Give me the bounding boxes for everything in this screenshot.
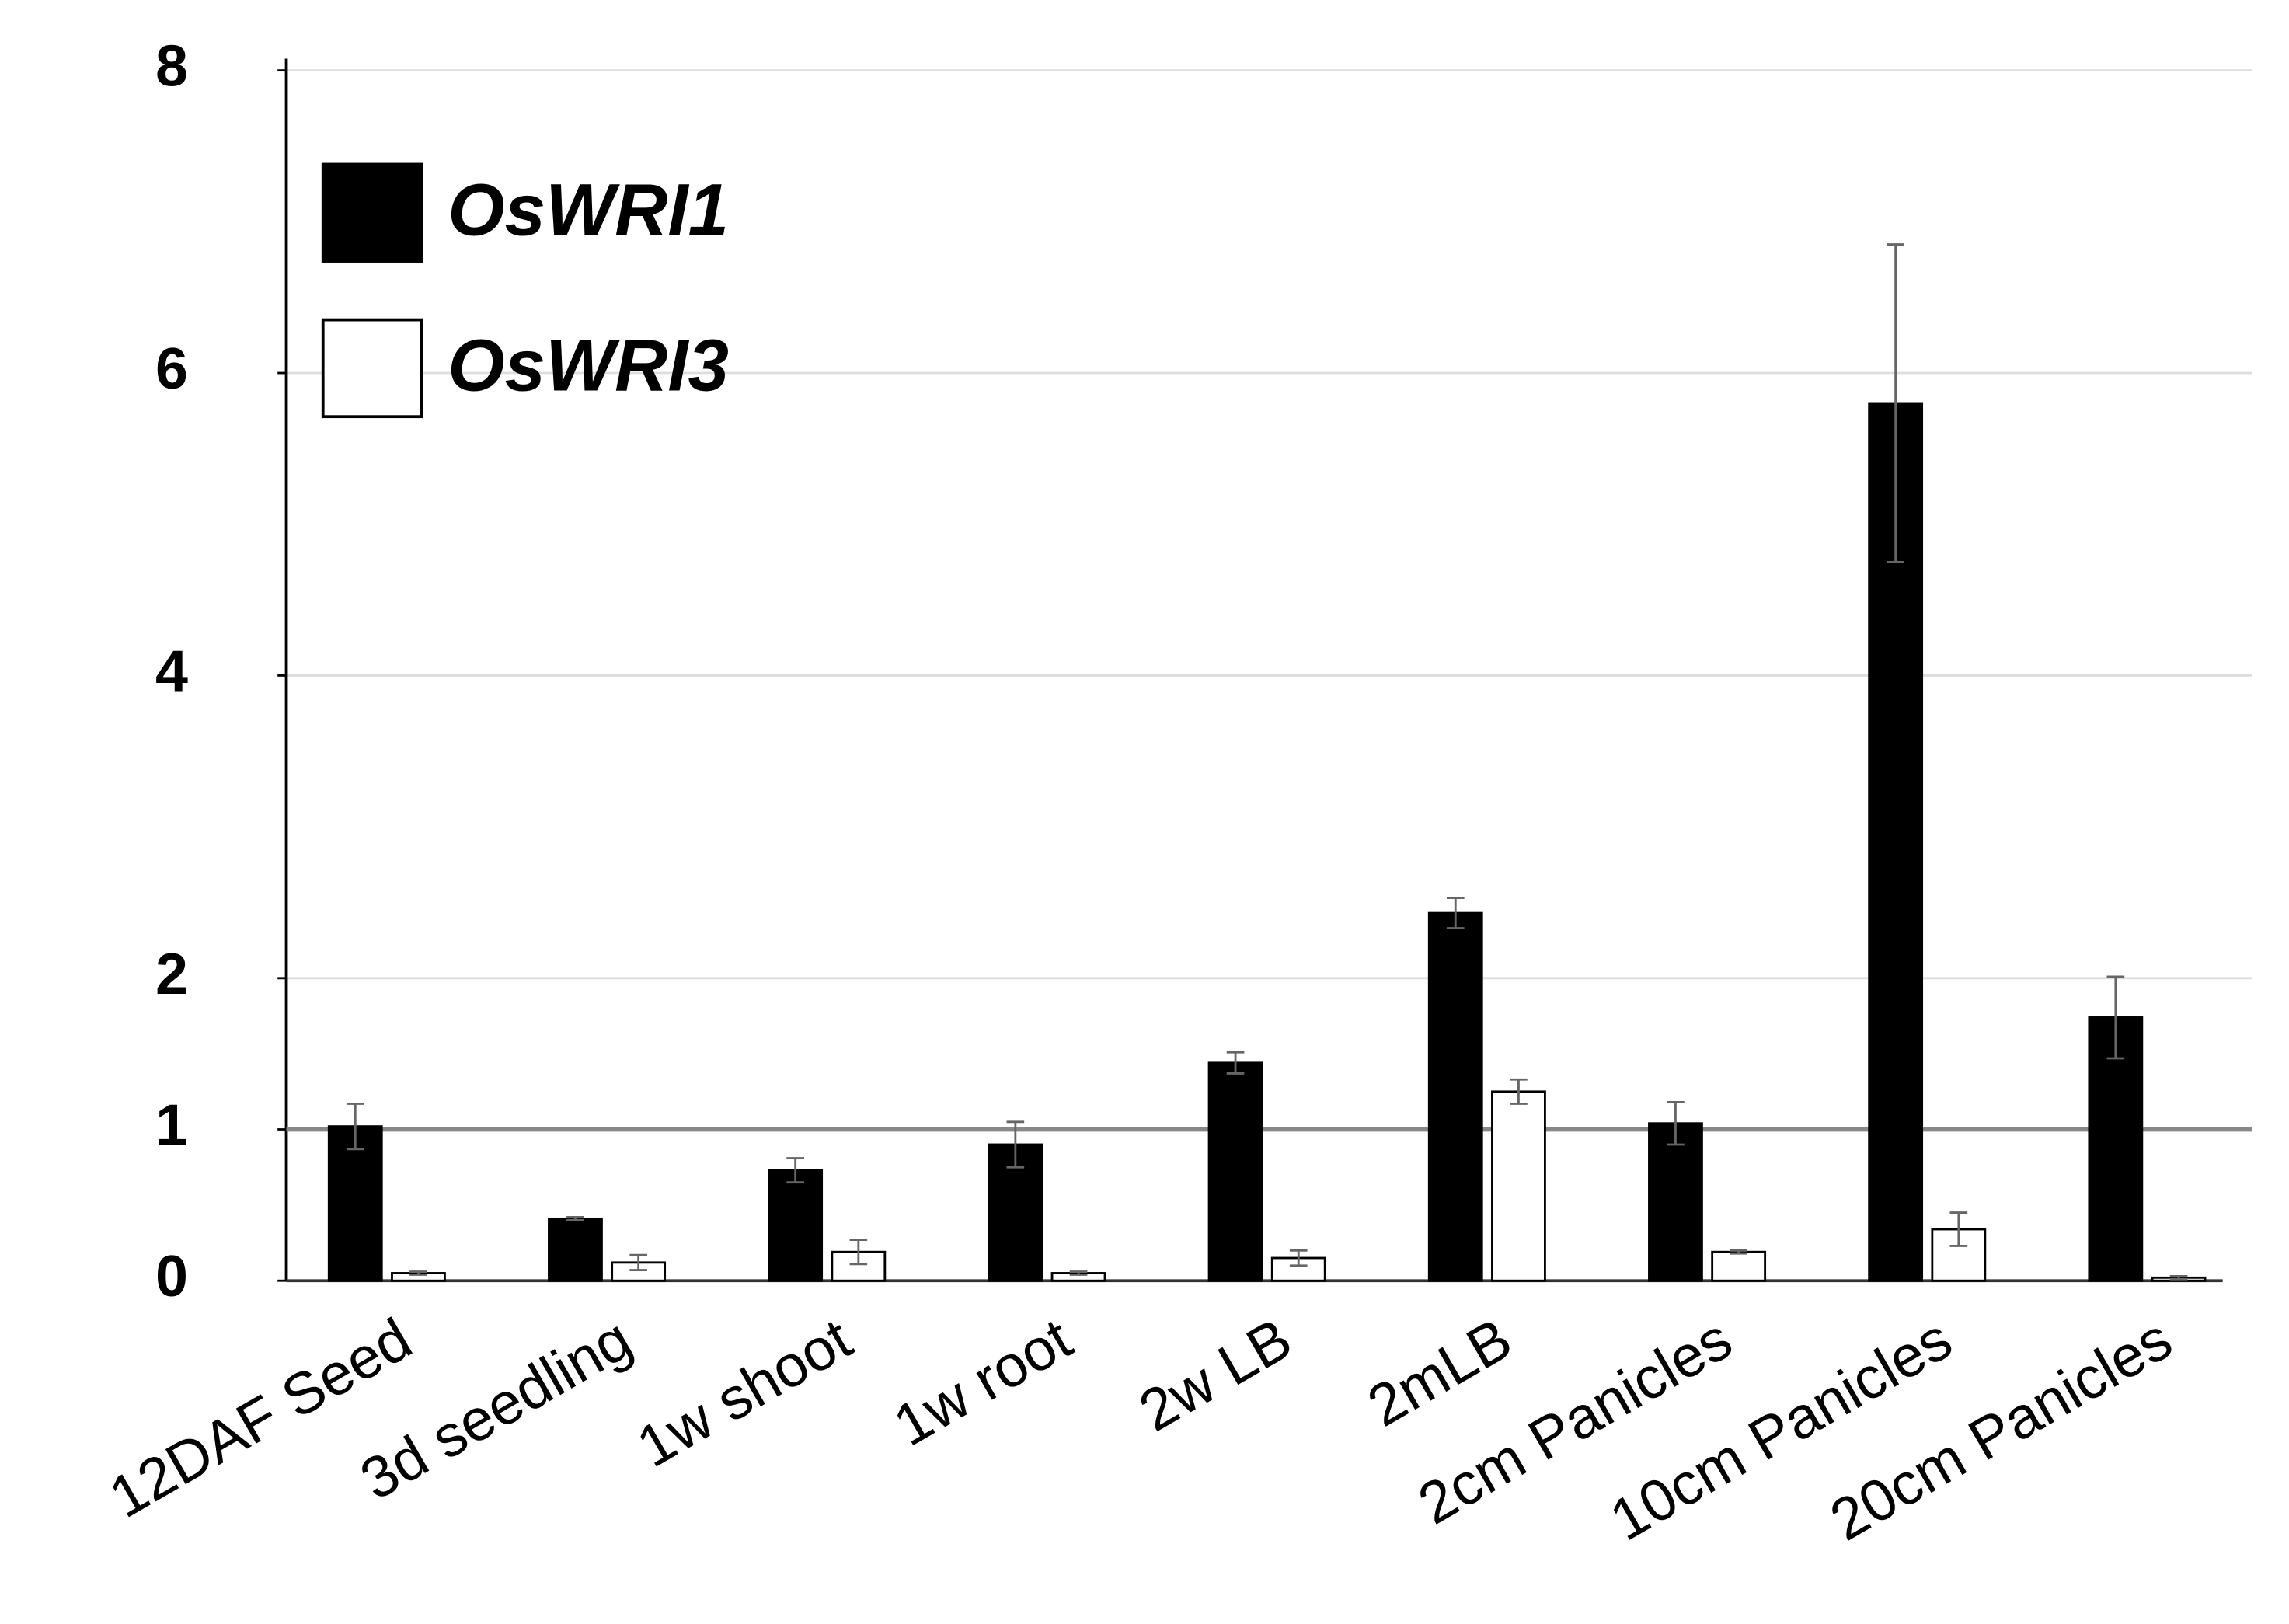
legend-label: OsWRI1 bbox=[448, 169, 729, 251]
y-tick-label: 4 bbox=[155, 639, 188, 704]
error-bar bbox=[1289, 1249, 1308, 1267]
bar bbox=[768, 1169, 824, 1282]
bar bbox=[1207, 1061, 1263, 1282]
bar bbox=[1648, 1122, 1703, 1282]
error-bar bbox=[1446, 897, 1465, 929]
error-bar bbox=[1510, 1078, 1528, 1105]
error-bar bbox=[566, 1216, 584, 1221]
bar bbox=[327, 1125, 383, 1282]
error-bar bbox=[1226, 1051, 1245, 1075]
error-bar bbox=[346, 1102, 364, 1151]
bar bbox=[1427, 911, 1483, 1282]
error-bar bbox=[786, 1157, 804, 1184]
error-bar bbox=[1667, 1101, 1685, 1146]
legend-label: OsWRI3 bbox=[448, 326, 729, 407]
bar bbox=[1491, 1090, 1546, 1282]
error-bar bbox=[629, 1253, 647, 1271]
error-bar bbox=[1730, 1249, 1747, 1255]
error-bar bbox=[849, 1239, 868, 1266]
legend-swatch bbox=[321, 318, 423, 419]
error-bar bbox=[409, 1270, 427, 1276]
error-bar bbox=[2106, 975, 2125, 1060]
error-bar bbox=[1887, 243, 1904, 563]
x-tick-label: 1w root bbox=[883, 1306, 1082, 1459]
y-tick-label: 8 bbox=[155, 34, 188, 99]
bar bbox=[1711, 1250, 1767, 1282]
bar bbox=[2088, 1016, 2144, 1282]
y-tick-label: 1 bbox=[155, 1093, 188, 1158]
legend-swatch bbox=[321, 162, 423, 263]
error-bar bbox=[1949, 1211, 1968, 1247]
error-bar bbox=[2169, 1274, 2188, 1281]
x-tick-label: 2mLB bbox=[1357, 1306, 1523, 1439]
y-tick-label: 2 bbox=[155, 942, 188, 1007]
x-tick-label: 2w LB bbox=[1129, 1306, 1303, 1445]
y-tick-label: 6 bbox=[155, 336, 188, 402]
y-tick-label: 0 bbox=[155, 1244, 188, 1309]
error-bar bbox=[1069, 1270, 1088, 1276]
bar bbox=[548, 1217, 603, 1282]
x-tick-label: 1w shoot bbox=[626, 1306, 862, 1480]
error-bar bbox=[1006, 1120, 1025, 1169]
